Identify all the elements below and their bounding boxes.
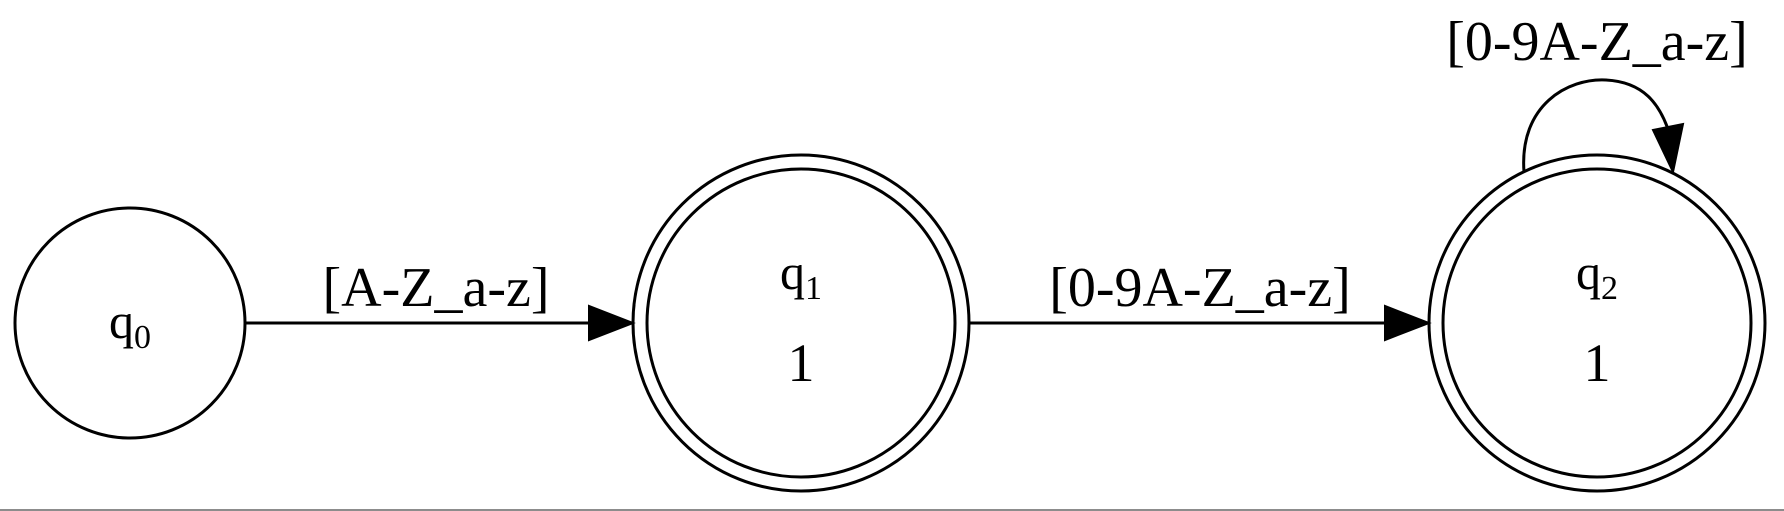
state-q0-subscript: 0 — [134, 319, 151, 356]
transition-q1-q2-label: [0-9A-Z_a-z] — [1049, 257, 1351, 319]
state-q1-subscript: 1 — [805, 270, 822, 307]
transition-q2-self-loop-arrowhead — [1651, 122, 1685, 176]
transition-q2-self-loop-curve — [1522, 78, 1672, 173]
state-q2-subscript: 2 — [1601, 270, 1618, 307]
state-q1-inner-circle — [645, 167, 957, 479]
state-q2-output: 1 — [1584, 333, 1611, 393]
state-q1: q1 1 — [631, 153, 971, 493]
transition-q2-self-loop: [0-9A-Z_a-z] — [1446, 11, 1748, 176]
state-q1-outer-circle — [631, 153, 971, 493]
svg-text:q0: q0 — [109, 293, 151, 356]
transition-q0-q1-label: [A-Z_a-z] — [323, 257, 550, 319]
bottom-divider — [0, 509, 1784, 511]
state-q2-inner-circle — [1441, 167, 1753, 479]
transition-q0-q1: [A-Z_a-z] — [245, 257, 636, 342]
state-q2: q2 1 — [1427, 153, 1767, 493]
svg-text:q1: q1 — [780, 244, 822, 307]
transition-q0-q1-arrowhead — [588, 304, 636, 342]
transition-q1-q2-arrowhead — [1384, 304, 1432, 342]
transition-q1-q2: [0-9A-Z_a-z] — [969, 257, 1432, 342]
state-q0-name: q — [109, 293, 134, 349]
state-q1-name: q — [780, 244, 805, 300]
state-q2-outer-circle — [1427, 153, 1767, 493]
transition-q2-self-loop-label: [0-9A-Z_a-z] — [1446, 11, 1748, 73]
state-q1-output: 1 — [788, 333, 815, 393]
svg-text:q2: q2 — [1576, 244, 1618, 307]
state-q0: q0 — [13, 206, 247, 440]
state-q2-name: q — [1576, 244, 1601, 300]
